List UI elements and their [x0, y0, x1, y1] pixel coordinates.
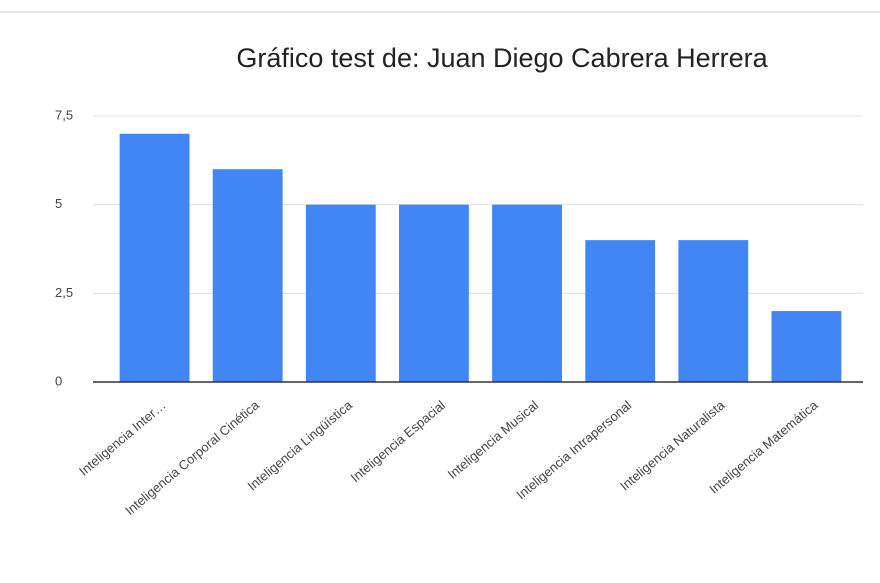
x-tick-label: Inteligencia Lingüística — [245, 397, 356, 494]
y-tick-label: 2,5 — [55, 285, 73, 300]
x-tick-label: Inteligencia Espacial — [348, 397, 449, 485]
chart-title: Gráfico test de: Juan Diego Cabrera Herr… — [236, 43, 768, 73]
y-tick-label: 7,5 — [55, 107, 73, 122]
bar — [585, 240, 656, 382]
bar — [678, 240, 749, 382]
bar — [771, 311, 842, 382]
bar — [305, 204, 376, 382]
x-tick-label: Inteligencia Naturalista — [617, 397, 728, 494]
y-tick-label: 5 — [55, 196, 62, 211]
x-tick-label: Inteligencia Inter… — [76, 397, 169, 478]
bar — [212, 169, 283, 382]
bar — [119, 133, 190, 382]
y-tick-label: 0 — [55, 373, 62, 388]
bar — [399, 204, 469, 382]
bar — [492, 204, 562, 382]
x-tick-label: Inteligencia Musical — [445, 397, 542, 481]
